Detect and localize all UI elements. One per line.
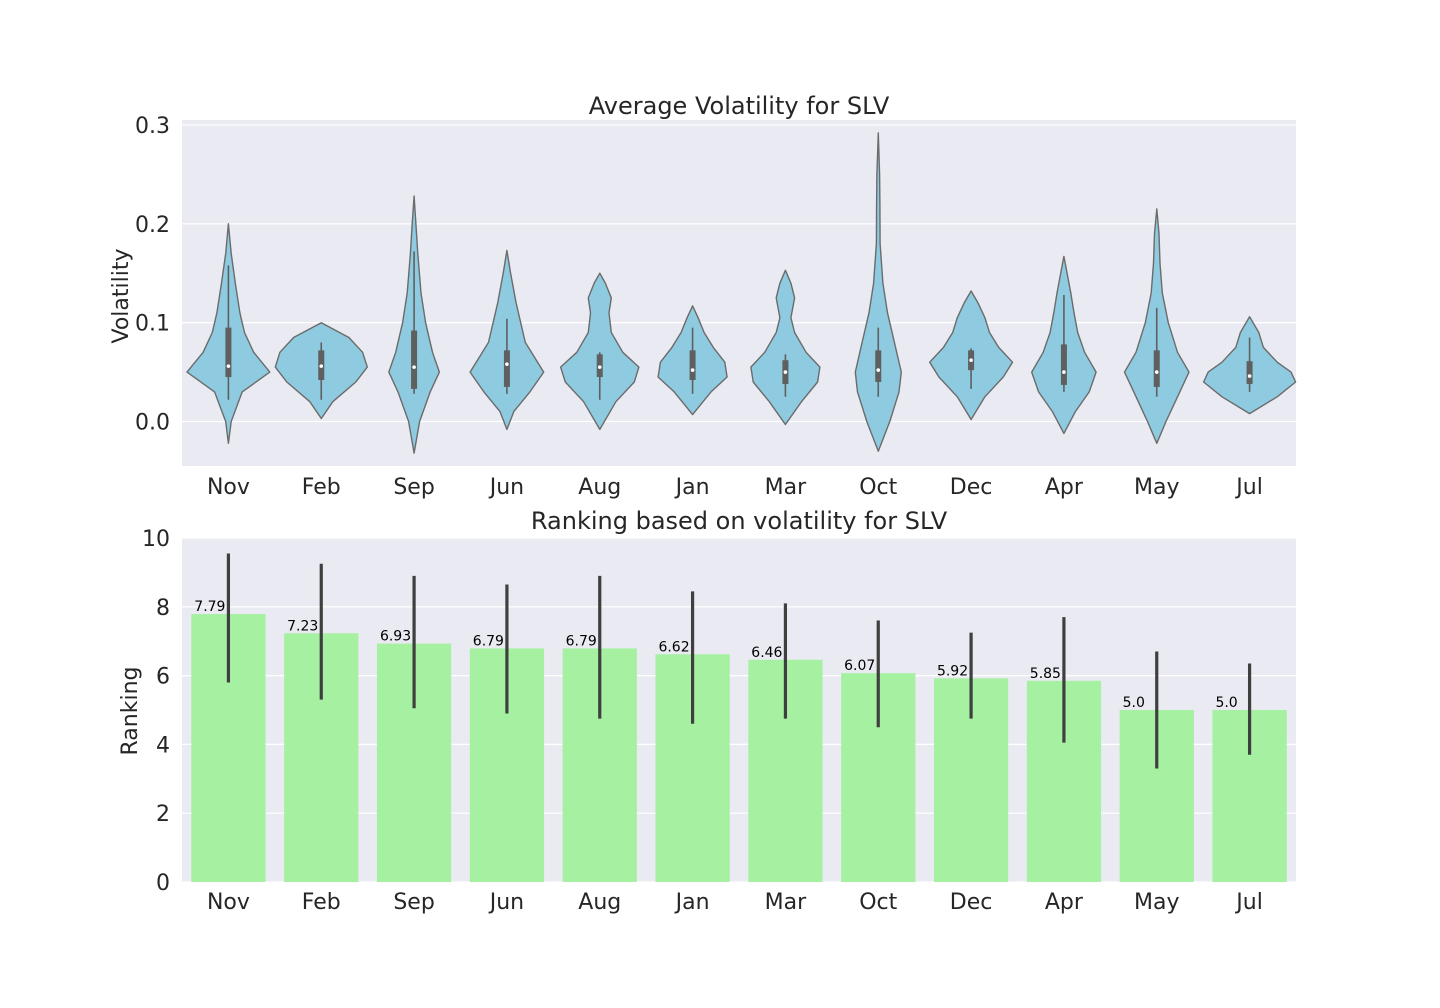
bar-value-label: 6.79 <box>473 633 504 649</box>
violin-iqr-box <box>875 350 882 382</box>
bar-value-label: 5.85 <box>1030 666 1061 682</box>
violin-iqr-box <box>689 350 696 380</box>
violin-iqr-box <box>411 330 418 389</box>
violin-y-tick-labels: 0.0 0.1 0.2 0.3 <box>135 114 170 436</box>
bar-y-tick-label: 10 <box>142 527 170 552</box>
violin-x-tick-label: Aug <box>578 475 621 500</box>
violin-plot-area <box>182 120 1296 466</box>
bar-value-label: 6.93 <box>380 629 411 645</box>
violin-median-point <box>1062 370 1066 374</box>
bar-value-label: 7.23 <box>287 618 318 634</box>
violin-x-tick-label: Mar <box>765 475 807 500</box>
bar-y-tick-label: 0 <box>156 871 170 896</box>
violin-y-tick-label: 0.0 <box>135 411 170 436</box>
violin-median-point <box>969 358 973 363</box>
bar-x-tick-labels: Nov Feb Sep Jun Aug Jan Mar Oct Dec Apr May Jul <box>207 890 1263 915</box>
violin-x-tick-label: Jan <box>674 475 710 500</box>
bar-value-label: 5.92 <box>937 663 968 679</box>
bar-x-tick-label: Feb <box>302 890 341 915</box>
bar-value-label: 5.0 <box>1123 695 1145 711</box>
bar-x-tick-label: Nov <box>207 890 250 915</box>
violin-median-point <box>412 365 416 369</box>
bar-plot-area <box>182 538 1296 882</box>
violin-body <box>750 269 821 426</box>
violin-x-tick-label: Dec <box>950 475 993 500</box>
violin-median-point <box>1154 370 1159 374</box>
violin-median-point <box>783 370 788 374</box>
violin-y-tick-label: 0.1 <box>135 312 170 337</box>
bar-x-tick-label: Jun <box>488 890 524 915</box>
bar-x-tick-label: Dec <box>950 890 993 915</box>
bar-value-label: 6.79 <box>566 633 597 649</box>
violin-y-axis-label: Volatility <box>109 248 134 343</box>
violin-x-tick-label: Nov <box>207 475 250 500</box>
violin-chart-title: Average Volatility for SLV <box>589 92 890 120</box>
bar-y-tick-label: 8 <box>156 596 170 621</box>
bar-x-tick-label: Jul <box>1234 890 1263 915</box>
violin-body <box>854 132 902 452</box>
bar-x-tick-label: Jan <box>674 890 710 915</box>
violin-iqr-box <box>1060 344 1067 385</box>
violin-x-tick-label: Jul <box>1234 475 1263 500</box>
bar-chart-title: Ranking based on volatility for SLV <box>531 507 948 535</box>
violin-iqr-box <box>1246 361 1253 384</box>
violin-marks <box>186 132 1297 454</box>
violin-y-tick-label: 0.2 <box>135 213 170 238</box>
violin-chart: 0.0 0.1 0.2 0.3 Nov Feb Sep Jun Aug Jan Mar Oct Dec… <box>109 92 1297 500</box>
violin-median-point <box>597 365 602 369</box>
bar-x-tick-label: Aug <box>578 890 621 915</box>
bar-gridlines <box>182 537 1296 883</box>
violin-x-tick-label: Apr <box>1045 475 1084 500</box>
bar-x-tick-label: Mar <box>765 890 807 915</box>
bar-y-tick-label: 4 <box>156 733 170 758</box>
violin-iqr-box <box>503 350 510 387</box>
violin-iqr-box <box>1153 350 1160 387</box>
bar-chart: 7.79 7.23 6.93 6.79 6.79 6.62 6.46 6.07 5.92 5.85… <box>118 507 1296 915</box>
violin-body <box>559 272 640 431</box>
violin-median-point <box>690 368 695 372</box>
bar-value-label: 6.62 <box>658 639 689 655</box>
violin-iqr-box <box>225 327 232 378</box>
violin-x-tick-label: Sep <box>393 475 434 500</box>
bar-y-tick-label: 2 <box>156 802 170 827</box>
violin-gridlines <box>182 124 1296 423</box>
bar-x-tick-label: Sep <box>393 890 434 915</box>
bar-value-label: 5.0 <box>1215 695 1237 711</box>
violin-x-tick-labels: Nov Feb Sep Jun Aug Jan Mar Oct Dec Apr May Jul <box>207 475 1263 500</box>
violin-median-point <box>1247 374 1252 378</box>
bar-value-label: 6.46 <box>751 645 782 661</box>
bar-x-tick-label: Apr <box>1045 890 1084 915</box>
violin-x-tick-label: Feb <box>302 475 341 500</box>
violin-median-point <box>319 364 324 368</box>
violin-x-tick-label: May <box>1134 475 1179 500</box>
violin-median-point <box>876 368 881 372</box>
bar-y-tick-labels: 0 2 4 6 8 10 <box>142 527 170 896</box>
bar-value-label: 6.07 <box>844 658 875 674</box>
violin-median-point <box>226 364 231 368</box>
violin-x-tick-label: Jun <box>488 475 524 500</box>
bar-x-tick-label: Oct <box>859 890 897 915</box>
bar-value-labels: 7.79 7.23 6.93 6.79 6.79 6.62 6.46 6.07 5.92 5.85… <box>194 599 1237 711</box>
bar-x-tick-label: May <box>1134 890 1179 915</box>
bar-y-tick-label: 6 <box>156 665 170 690</box>
bar-y-axis-label: Ranking <box>118 667 143 756</box>
bar-marks <box>191 553 1287 882</box>
violin-y-tick-label: 0.3 <box>135 114 170 139</box>
violin-median-point <box>505 362 509 366</box>
violin-x-tick-label: Oct <box>859 475 897 500</box>
bar-value-label: 7.79 <box>194 599 225 615</box>
